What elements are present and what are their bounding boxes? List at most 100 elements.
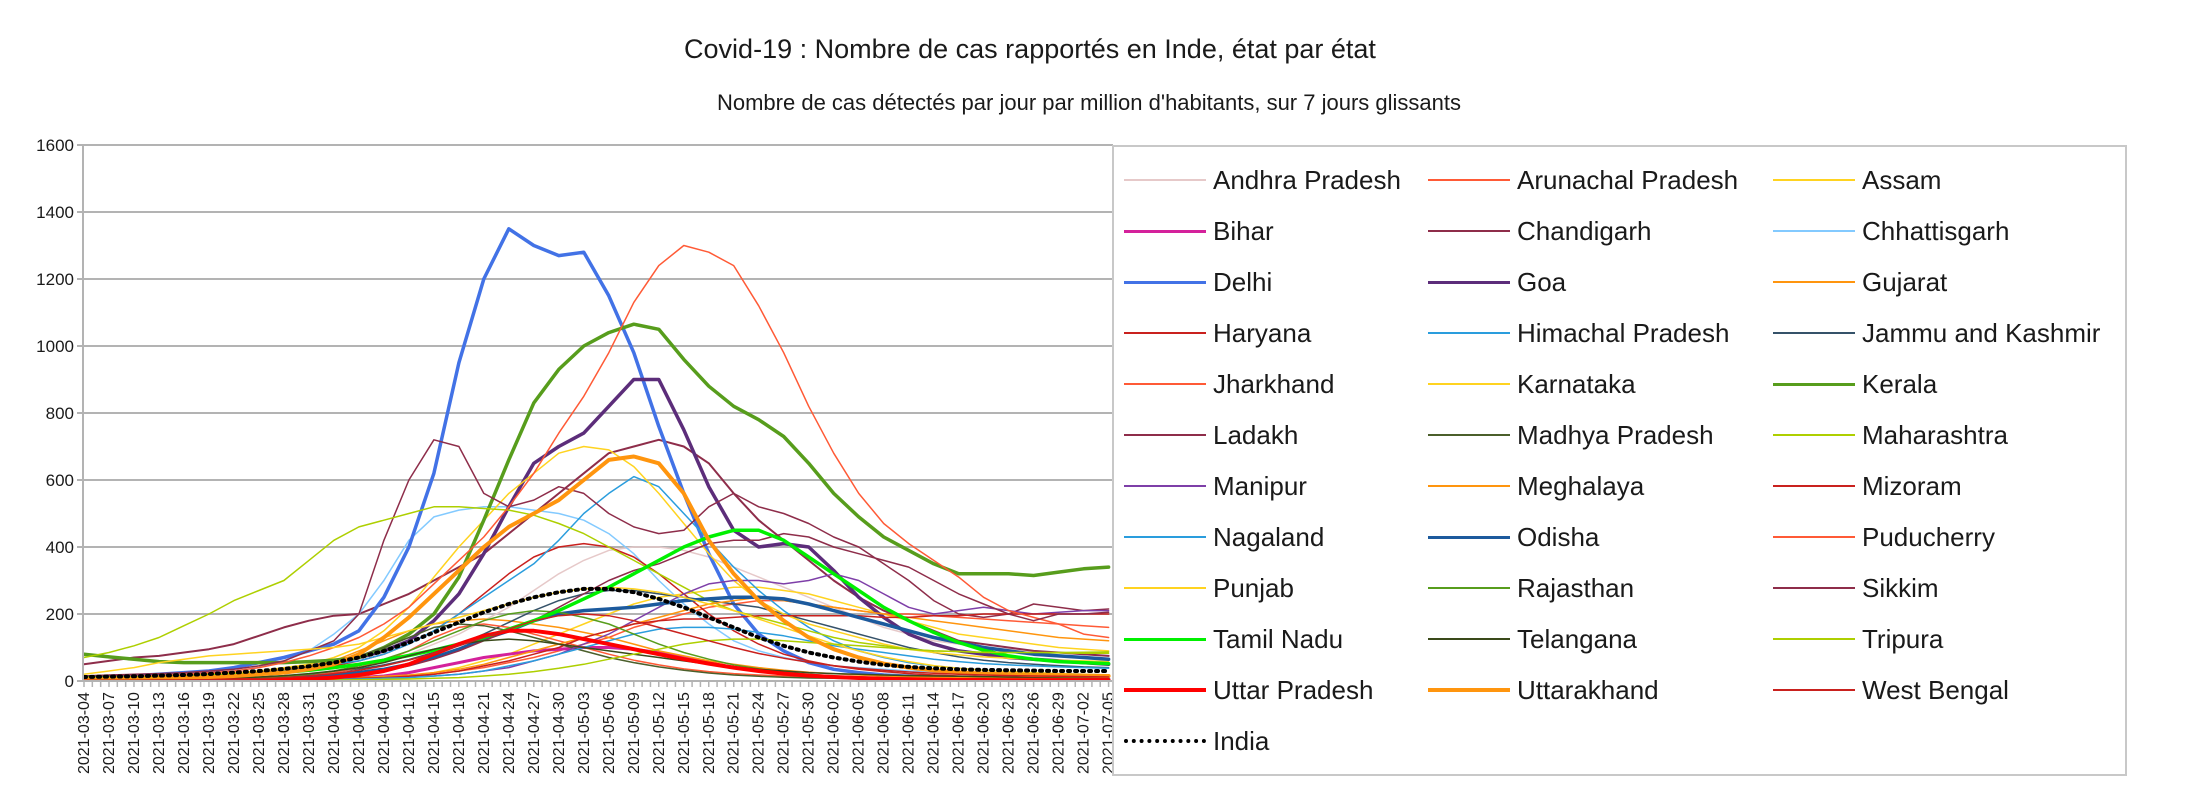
x-tick-label: 2021-03-22 <box>226 692 243 774</box>
x-tick-label: 2021-03-25 <box>251 692 268 774</box>
legend-item: Puducherry <box>1773 522 1995 552</box>
legend-item: Karnataka <box>1428 369 1636 399</box>
x-tick-label: 2021-05-24 <box>751 692 768 774</box>
y-tick-label: 1400 <box>36 203 74 222</box>
legend-item: Goa <box>1428 267 1566 297</box>
legend-item: Madhya Pradesh <box>1428 420 1714 450</box>
x-tick-label: 2021-03-31 <box>301 692 318 774</box>
legend-swatch <box>1773 536 1855 538</box>
legend-item: Mizoram <box>1773 471 1962 501</box>
series-line-india <box>83 586 1111 679</box>
x-tick-label: 2021-07-02 <box>1076 692 1093 774</box>
y-tick-label: 1000 <box>36 337 74 356</box>
legend-item: Haryana <box>1124 318 1311 348</box>
legend-label: Manipur <box>1213 470 1307 501</box>
legend-label: Odisha <box>1517 521 1600 552</box>
x-tick-label: 2021-03-10 <box>126 692 143 774</box>
legend-swatch <box>1428 587 1510 589</box>
legend-swatch <box>1124 637 1206 641</box>
x-tick-label: 2021-04-06 <box>351 692 368 774</box>
legend-swatch <box>1773 179 1855 181</box>
legend-item: Tripura <box>1773 624 1943 654</box>
axes <box>82 145 1113 682</box>
x-tick-label: 2021-04-15 <box>426 692 443 774</box>
legend-swatch <box>1124 332 1206 334</box>
legend-swatch <box>1428 535 1510 539</box>
legend-label: Maharashtra <box>1862 419 2008 450</box>
legend-swatch <box>1428 280 1510 284</box>
legend-item: Arunachal Pradesh <box>1428 165 1738 195</box>
legend-item: Uttarakhand <box>1428 675 1659 705</box>
x-tick-label: 2021-04-03 <box>326 692 343 774</box>
x-tick-label: 2021-04-21 <box>476 692 493 774</box>
x-tick-label: 2021-03-19 <box>201 692 218 774</box>
legend-label: Gujarat <box>1862 266 1948 297</box>
legend-swatch <box>1428 434 1510 436</box>
legend-label: Jammu and Kashmir <box>1862 317 2101 348</box>
x-tick-label: 2021-03-16 <box>176 692 193 774</box>
legend-item: Sikkim <box>1773 573 1939 603</box>
legend-swatch <box>1773 587 1855 589</box>
legend-swatch <box>1773 485 1855 487</box>
legend-swatch <box>1428 179 1510 181</box>
x-tick-label: 2021-06-17 <box>951 692 968 774</box>
legend-swatch <box>1124 688 1206 692</box>
series-line-ladakh <box>83 439 1110 677</box>
y-tick-label: 600 <box>46 471 74 490</box>
x-tick-label: 2021-06-02 <box>826 692 843 774</box>
legend-label: Delhi <box>1213 266 1273 297</box>
x-tick-label: 2021-05-21 <box>726 692 743 774</box>
legend-label: Telangana <box>1517 623 1637 654</box>
legend-swatch <box>1124 485 1206 487</box>
legend-swatch <box>1124 434 1206 436</box>
legend-swatch <box>1773 434 1855 436</box>
legend-item: Jammu and Kashmir <box>1773 318 2100 348</box>
legend-label: Tripura <box>1862 623 1944 654</box>
series-line-puducherry <box>83 244 1110 679</box>
x-tick-label: 2021-05-30 <box>801 692 818 774</box>
legend-label: India <box>1213 725 1270 756</box>
legend-label: Punjab <box>1213 572 1294 603</box>
legend-swatch <box>1773 332 1855 334</box>
legend-label: Jharkhand <box>1213 368 1335 399</box>
y-tick-label: 1200 <box>36 270 74 289</box>
x-tick-label: 2021-04-12 <box>401 692 418 774</box>
x-tick-label: 2021-05-27 <box>776 692 793 774</box>
legend-item: Rajasthan <box>1428 573 1634 603</box>
x-tick-label: 2021-03-07 <box>101 692 118 774</box>
legend-label: Mizoram <box>1862 470 1962 501</box>
legend-swatch <box>1124 229 1206 233</box>
legend-item: Tamil Nadu <box>1124 624 1343 654</box>
y-tick-label: 200 <box>46 605 74 624</box>
x-tick-label: 2021-03-13 <box>151 692 168 774</box>
legend-swatch <box>1124 536 1206 538</box>
legend-label: Madhya Pradesh <box>1517 419 1714 450</box>
y-tick-label: 0 <box>65 672 74 691</box>
legend-item: West Bengal <box>1773 675 2009 705</box>
series-line-chandigarh <box>83 438 1110 666</box>
legend-label: Andhra Pradesh <box>1213 164 1401 195</box>
x-tick-label: 2021-06-14 <box>926 692 943 774</box>
y-tick-label: 800 <box>46 404 74 423</box>
legend-swatch <box>1773 689 1855 691</box>
legend-label: West Bengal <box>1862 674 2009 705</box>
x-tick-label: 2021-05-15 <box>676 692 693 774</box>
legend-label: Arunachal Pradesh <box>1517 164 1739 195</box>
x-tick-label: 2021-06-20 <box>976 692 993 774</box>
legend-swatch <box>1124 383 1206 385</box>
legend-item: Jharkhand <box>1124 369 1334 399</box>
legend-swatch <box>1428 383 1510 385</box>
legend-swatch <box>1428 688 1510 692</box>
legend-label: Uttarakhand <box>1517 674 1659 705</box>
legend-item: Ladakh <box>1124 420 1298 450</box>
legend-label: Sikkim <box>1862 572 1939 603</box>
legend-swatch <box>1428 332 1510 334</box>
legend-item: Nagaland <box>1124 522 1324 552</box>
legend: Andhra Pradesh Arunachal Pradesh Assam Biha… <box>1112 145 2127 776</box>
legend-label: Himachal Pradesh <box>1517 317 1730 348</box>
legend-item: India <box>1124 726 1269 756</box>
x-tick-label: 2021-05-03 <box>576 692 593 774</box>
legend-label: Nagaland <box>1213 521 1325 552</box>
x-tick-label: 2021-03-04 <box>76 692 93 774</box>
legend-label: Tamil Nadu <box>1213 623 1344 654</box>
